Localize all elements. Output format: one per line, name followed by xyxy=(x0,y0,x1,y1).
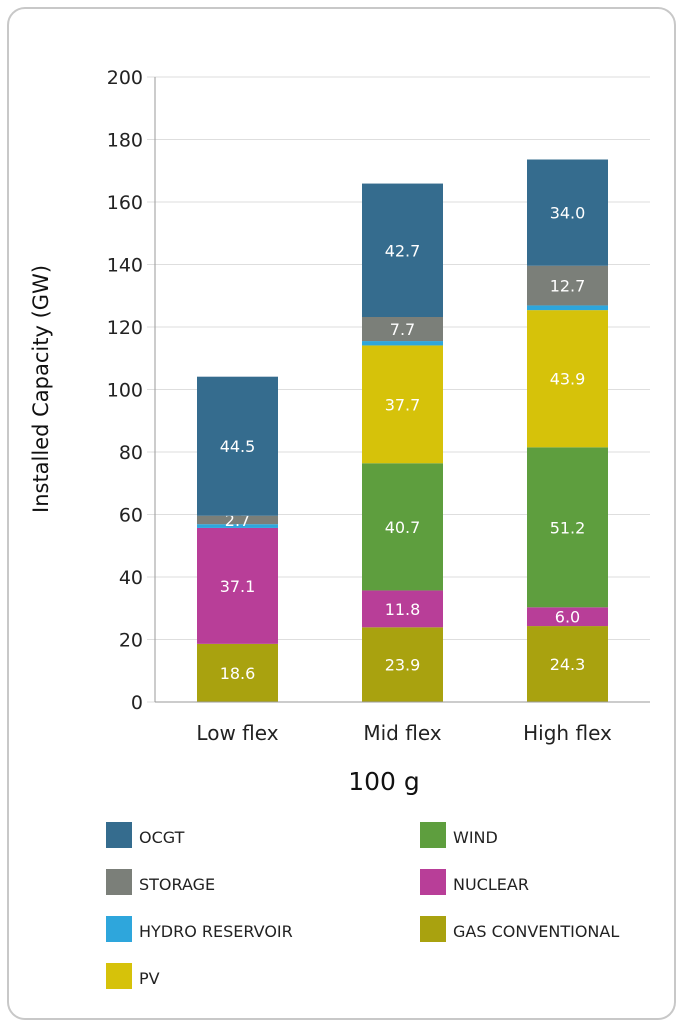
legend-label: HYDRO RESERVOIR xyxy=(139,922,293,941)
data-label: 11.8 xyxy=(385,600,421,619)
x-axis: Low flex Mid flex High flex xyxy=(155,701,650,745)
y-tick-label: 100 xyxy=(107,380,143,402)
bar-segment xyxy=(197,524,278,528)
legend-label: PV xyxy=(139,969,160,988)
legend-swatch xyxy=(106,963,132,989)
data-label: 6.0 xyxy=(555,608,580,627)
legend-label: GAS CONVENTIONAL xyxy=(453,922,619,941)
data-label: 24.3 xyxy=(550,655,586,674)
legend-swatch xyxy=(106,869,132,895)
bar-segment xyxy=(527,626,608,702)
bar-segment xyxy=(362,590,443,628)
bar-segment xyxy=(527,447,608,608)
x-axis-title: 100 g xyxy=(348,767,420,796)
legend-item: STORAGE xyxy=(106,869,215,895)
data-label: 23.9 xyxy=(385,656,421,675)
legend-item: NUCLEAR xyxy=(420,869,529,895)
y-axis-label: Installed Capacity (GW) xyxy=(29,265,53,513)
y-tick-label: 60 xyxy=(119,505,143,527)
data-label: 51.2 xyxy=(550,518,586,537)
legend-item: OCGT xyxy=(106,822,185,848)
data-label: 34.0 xyxy=(550,204,586,223)
data-label: 40.7 xyxy=(385,518,421,537)
y-tick-label: 140 xyxy=(107,255,143,277)
bar-segment xyxy=(197,515,278,525)
data-label: 37.1 xyxy=(220,577,256,596)
legend-swatch xyxy=(420,869,446,895)
bar-segment xyxy=(362,317,443,342)
bar-segment xyxy=(362,183,443,317)
legend-swatch xyxy=(106,822,132,848)
y-axis: 0 20 40 60 80 100 120 140 160 180 200 xyxy=(107,67,156,714)
bar-segment xyxy=(527,159,608,266)
x-tick-label: Mid flex xyxy=(363,721,441,745)
bar-segment xyxy=(527,265,608,306)
y-tick-label: 120 xyxy=(107,317,143,339)
bar-segment xyxy=(362,463,443,591)
y-tick-label: 20 xyxy=(119,630,143,652)
legend-label: OCGT xyxy=(139,828,185,847)
y-tick-label: 160 xyxy=(107,192,143,214)
bar-segment xyxy=(197,527,278,644)
data-label: 18.6 xyxy=(220,664,256,683)
y-tick-label: 40 xyxy=(119,567,143,589)
bar-segment xyxy=(527,310,608,448)
legend-label: STORAGE xyxy=(139,875,215,894)
data-label: 44.5 xyxy=(220,437,256,456)
legend-swatch xyxy=(420,822,446,848)
y-tick-label: 200 xyxy=(107,67,143,89)
bar-segment xyxy=(527,607,608,627)
y-tick-label: 80 xyxy=(119,442,143,464)
bar-segment xyxy=(362,341,443,346)
x-tick-label: Low flex xyxy=(196,721,278,745)
bar-segment xyxy=(362,345,443,464)
bar-segment xyxy=(197,376,278,516)
y-tick-label: 0 xyxy=(131,692,143,714)
legend-label: NUCLEAR xyxy=(453,875,529,894)
data-label: 37.7 xyxy=(385,395,421,414)
legend-label: WIND xyxy=(453,828,498,847)
legend-swatch xyxy=(106,916,132,942)
data-label: 7.7 xyxy=(390,320,415,339)
bar-segment xyxy=(527,305,608,311)
data-label: 12.7 xyxy=(550,277,586,296)
y-tick-label: 180 xyxy=(107,130,143,152)
data-label: 43.9 xyxy=(550,370,586,389)
data-label: 42.7 xyxy=(385,241,421,260)
x-tick-label: High flex xyxy=(523,721,612,745)
legend-item: GAS CONVENTIONAL xyxy=(420,916,619,942)
bar-segment xyxy=(197,643,278,702)
bars: 18.637.12.744.523.911.840.737.77.742.724… xyxy=(197,159,608,702)
legend: OCGT WIND STORAGE NUCLEAR HYDRO RESERVOIR GAS… xyxy=(106,822,619,989)
legend-item: HYDRO RESERVOIR xyxy=(106,916,293,942)
legend-swatch xyxy=(420,916,446,942)
bar-segment xyxy=(362,627,443,702)
legend-item: WIND xyxy=(420,822,498,848)
legend-item: PV xyxy=(106,963,160,989)
